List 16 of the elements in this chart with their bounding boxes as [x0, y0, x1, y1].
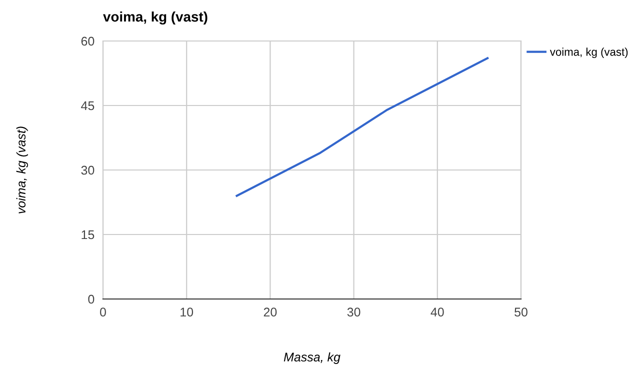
x-tick-label: 10	[180, 308, 194, 317]
y-tick-label: 60	[81, 36, 94, 46]
x-tick-label: 50	[514, 308, 528, 317]
y-tick-label: 0	[88, 294, 94, 304]
x-tick-label: 20	[264, 308, 277, 317]
x-axis-title: Massa, kg	[284, 352, 340, 364]
chart-title: voima, kg (vast)	[103, 11, 208, 24]
y-axis-title: voima, kg (vast)	[16, 126, 28, 214]
y-tick-label: 45	[81, 101, 94, 110]
y-tick-label: 15	[82, 230, 94, 240]
y-tick-label: 30	[81, 166, 94, 175]
x-tick-label: 0	[100, 308, 106, 317]
x-tick-label: 40	[430, 308, 444, 317]
x-tick-label: 30	[347, 308, 360, 317]
legend-label: voima, kg (vast)	[550, 48, 628, 58]
line-series	[236, 57, 489, 197]
